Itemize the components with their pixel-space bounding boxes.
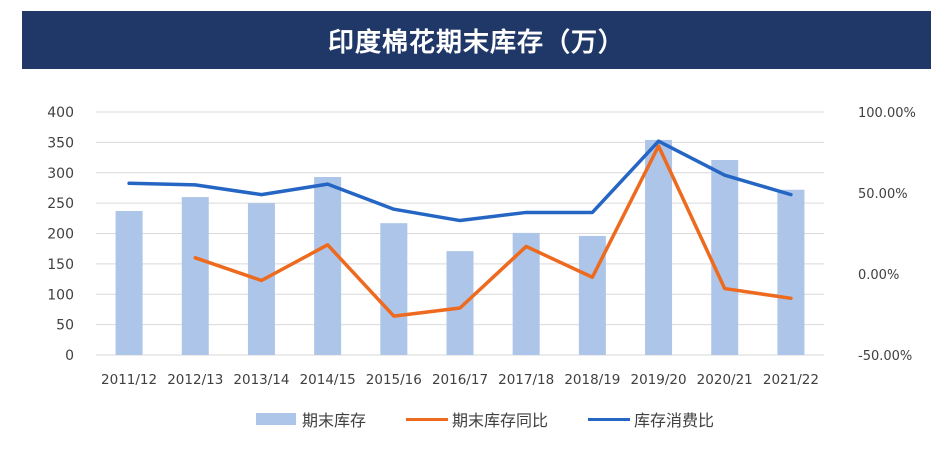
left-axis-tick: 100: [47, 287, 74, 303]
legend-item-stock: 期末库存: [256, 407, 366, 431]
left-axis-tick: 0: [65, 348, 74, 364]
right-axis-tick: 50.00%: [858, 187, 908, 202]
x-axis-tick: 2021/22: [763, 372, 819, 388]
bar: [380, 223, 408, 355]
x-axis-tick: 2014/15: [300, 372, 356, 388]
legend-line-swatch-icon: [406, 417, 449, 421]
bar: [181, 197, 209, 355]
left-axis-tick: 300: [47, 166, 74, 182]
x-axis-tick: 2012/13: [167, 372, 223, 388]
left-axis-tick: 200: [47, 227, 74, 243]
legend-item-yoy: 期末库存同比: [406, 407, 548, 431]
chart-title-bar: 印度棉花期末库存（万）: [22, 11, 931, 69]
x-axis-tick: 2018/19: [564, 372, 620, 388]
bar: [446, 251, 474, 355]
right-axis-tick: -50.00%: [858, 349, 912, 364]
x-axis-tick: 2019/20: [630, 372, 686, 388]
x-axis-tick: 2017/18: [498, 372, 554, 388]
bar: [314, 177, 342, 355]
bar: [115, 211, 143, 355]
legend-label: 库存消费比: [634, 411, 715, 430]
legend-label: 期末库存同比: [452, 411, 549, 430]
legend-bar-swatch-icon: [256, 413, 296, 425]
legend-item-ratio: 库存消费比: [588, 407, 714, 431]
chart-legend: 期末库存 期末库存同比 库存消费比: [256, 407, 754, 431]
legend-label: 期末库存: [302, 411, 367, 430]
right-axis-tick: 100.00%: [858, 106, 916, 121]
x-axis-tick: 2011/12: [101, 372, 157, 388]
bar: [777, 189, 805, 355]
right-axis-tick: 0.00%: [858, 268, 899, 283]
legend-line-swatch-icon: [588, 417, 631, 421]
left-axis-tick: 250: [47, 196, 74, 212]
x-axis-tick: 2015/16: [366, 372, 422, 388]
left-axis-tick: 150: [47, 257, 74, 273]
left-axis-tick: 400: [47, 105, 74, 121]
chart-title: 印度棉花期末库存（万）: [327, 27, 625, 58]
x-axis-tick: 2016/17: [432, 372, 488, 388]
bar: [645, 139, 673, 355]
x-axis-tick: 2020/21: [697, 372, 753, 388]
bar: [578, 235, 606, 355]
series-line: [127, 139, 793, 223]
left-axis-tick: 350: [47, 135, 74, 151]
left-axis-tick: 50: [56, 318, 74, 334]
bar: [711, 159, 739, 355]
x-axis-tick: 2013/14: [233, 372, 289, 388]
series-line: [193, 144, 793, 318]
